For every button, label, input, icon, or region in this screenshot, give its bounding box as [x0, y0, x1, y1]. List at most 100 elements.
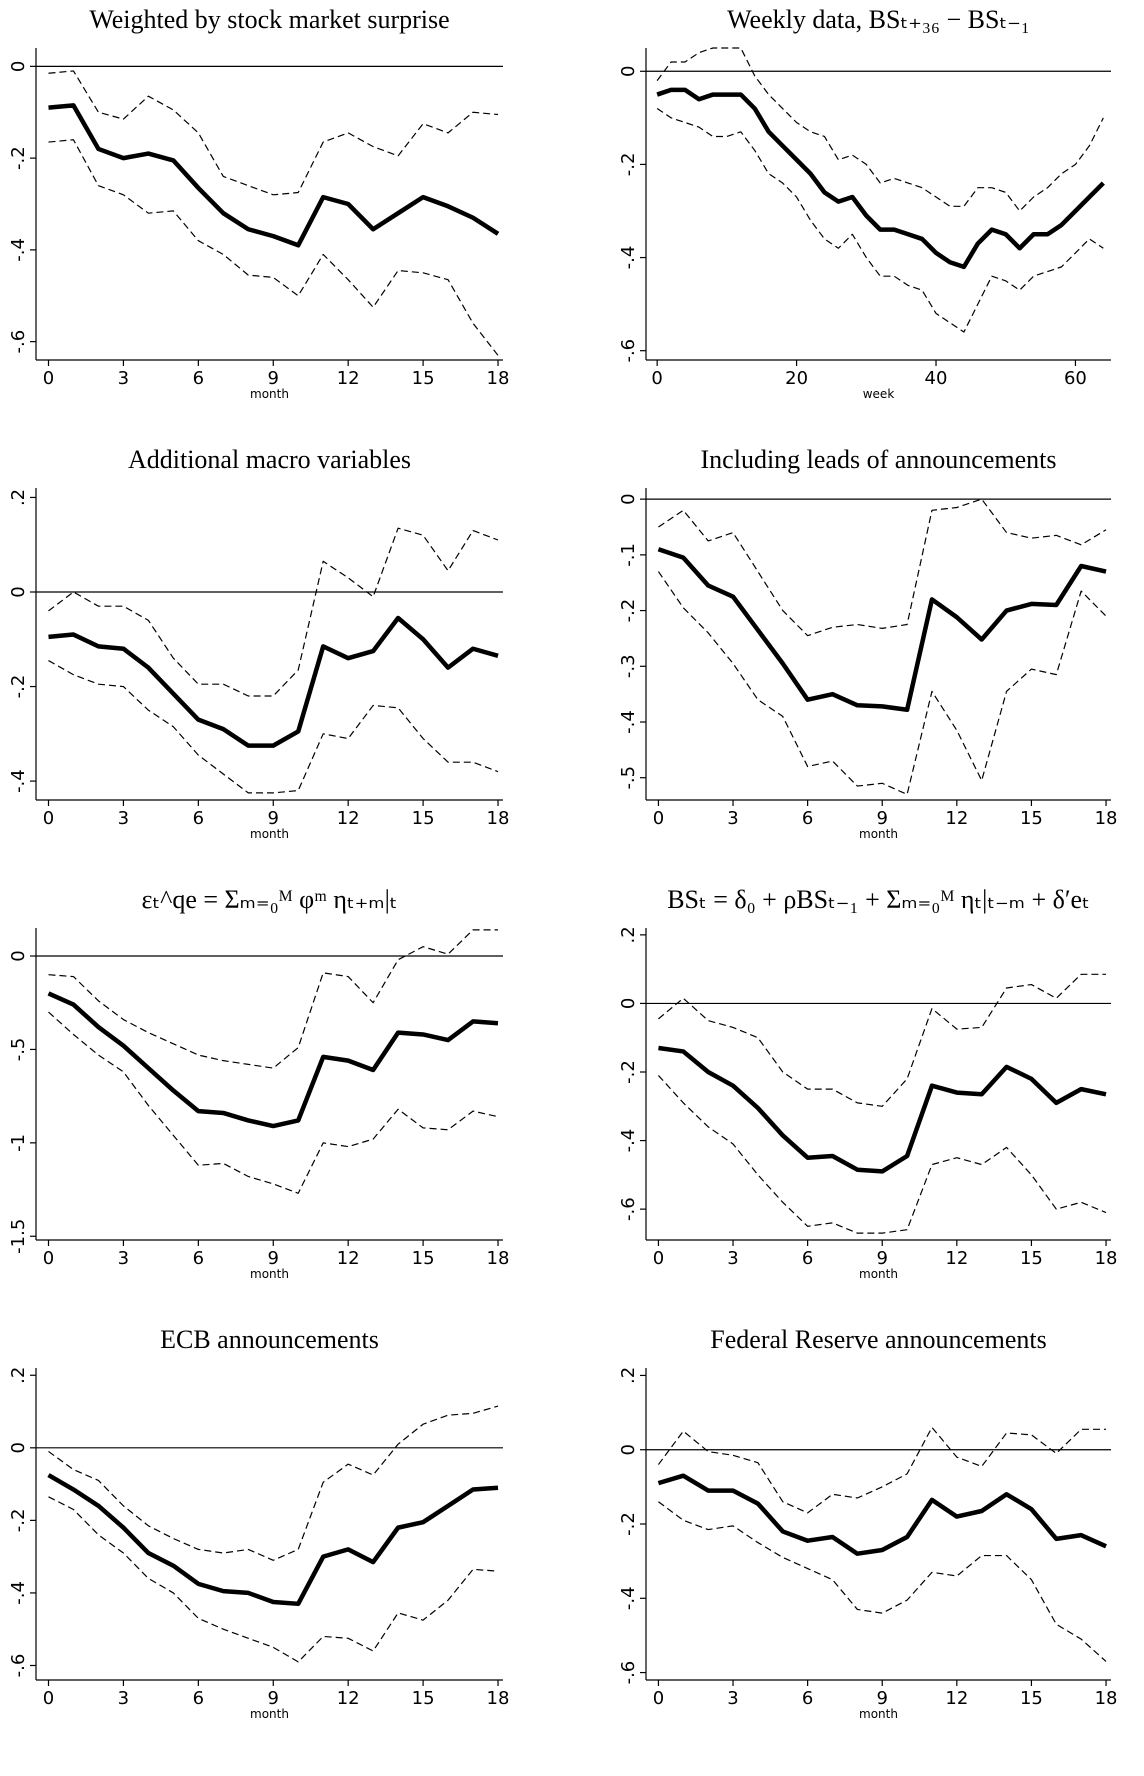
confidence-band-line — [656, 108, 1104, 333]
confidence-band-line — [657, 571, 1107, 796]
y-tick-label: 0 — [618, 66, 639, 77]
x-tick-label: 0 — [43, 368, 54, 389]
x-tick-label: 15 — [1020, 1688, 1043, 1709]
x-tick-label: 6 — [802, 1688, 813, 1709]
x-tick-label: 18 — [487, 1688, 510, 1709]
x-tick-label: 3 — [727, 808, 738, 829]
confidence-band-line — [657, 1075, 1107, 1234]
x-tick-label: 15 — [412, 1688, 435, 1709]
estimate-line — [656, 87, 1105, 270]
x-tick-label: 0 — [43, 808, 54, 829]
y-tick-label: -1.5 — [8, 1219, 29, 1254]
x-tick-label: 0 — [653, 1688, 664, 1709]
x-tick-label: 15 — [412, 808, 435, 829]
x-tick-label: 12 — [945, 808, 968, 829]
x-tick-label: 6 — [193, 1248, 204, 1269]
chart-panel: Including leads of announcements 0 -.1 -.2 -… — [618, 445, 1117, 841]
x-tick-label: 20 — [785, 368, 808, 389]
y-tick-label: -.4 — [618, 1129, 639, 1153]
x-tick-label: 9 — [877, 808, 888, 829]
x-tick-label: 12 — [337, 808, 360, 829]
y-tick-label: 0 — [618, 1444, 639, 1455]
confidence-band-line — [48, 1405, 499, 1561]
confidence-band-line — [658, 973, 1107, 1107]
chart-panel: Weighted by stock market surprise 0 -.2 -.4… — [8, 5, 510, 401]
y-tick-label: -.4 — [618, 246, 639, 270]
estimate-line — [657, 1473, 1107, 1556]
confidence-band-line — [48, 929, 499, 1069]
confidence-band-line — [658, 498, 1107, 637]
x-tick-label: 6 — [802, 808, 813, 829]
x-tick-label: 12 — [337, 368, 360, 389]
x-tick-label: 3 — [118, 368, 129, 389]
chart-title: εₜ^qe = Σₘ₌₀ᴹ φᵐ ηₜ₊ₘ|ₜ — [142, 885, 398, 914]
x-tick-label: 18 — [1095, 1688, 1118, 1709]
chart-panel: BSₜ = δ₀ + ρBSₜ₋₁ + Σₘ₌₀ᴹ ηₜ|ₜ₋ₘ + δ′eₜ.… — [618, 885, 1118, 1281]
confidence-band-line — [48, 1011, 499, 1194]
x-tick-label: 6 — [193, 368, 204, 389]
y-tick-label: -.2 — [8, 146, 29, 170]
x-tick-label: 0 — [651, 368, 662, 389]
x-tick-label: 12 — [337, 1688, 360, 1709]
y-tick-label: -.2 — [618, 1512, 639, 1536]
y-tick-label: -.4 — [618, 1586, 639, 1610]
y-tick-label: -.2 — [618, 1060, 639, 1084]
x-axis-label: month — [859, 827, 898, 841]
chart-panel: Additional macro variables .2 0 -.2 -.4 0 3 6 9 1… — [8, 445, 509, 841]
y-tick-label: -.5 — [8, 1038, 29, 1062]
x-tick-label: 18 — [487, 1248, 510, 1269]
confidence-band-line — [48, 139, 499, 356]
chart-title: Federal Reserve announcements — [710, 1325, 1046, 1354]
confidence-band-line — [658, 1501, 1107, 1662]
x-tick-label: 6 — [802, 1248, 813, 1269]
x-axis-label: month — [250, 387, 289, 401]
y-tick-label: -.4 — [8, 238, 29, 262]
y-tick-label: -.6 — [8, 330, 29, 354]
estimate-line — [48, 103, 500, 248]
chart-title: Weekly data, BSₜ₊₃₆ − BSₜ₋₁ — [727, 5, 1030, 34]
y-tick-label: 0 — [8, 1442, 29, 1453]
y-tick-label: -1 — [8, 1134, 29, 1152]
chart-panel: ECB announcements .2 0 -.2 -.4 -.6 0 3 6 9 12 15 18 m… — [8, 1325, 510, 1721]
x-tick-label: 18 — [487, 368, 510, 389]
x-axis-label: month — [859, 1707, 898, 1721]
y-tick-label: -.4 — [8, 769, 29, 793]
y-tick-label: 0 — [8, 586, 29, 597]
x-tick-label: 3 — [727, 1248, 738, 1269]
confidence-band-line — [48, 1496, 499, 1663]
y-tick-label: -.6 — [618, 339, 639, 363]
x-axis-label: month — [250, 1267, 289, 1281]
y-tick-label: -.4 — [8, 1581, 29, 1605]
x-tick-label: 9 — [268, 1688, 279, 1709]
y-tick-label: 0 — [618, 998, 639, 1009]
confidence-band-line — [656, 47, 1104, 212]
x-tick-label: 3 — [118, 1688, 129, 1709]
chart-title: Additional macro variables — [128, 445, 411, 474]
confidence-band-line — [48, 660, 499, 794]
y-tick-label: -.2 — [618, 599, 639, 623]
x-tick-label: 9 — [877, 1688, 888, 1709]
x-tick-label: 15 — [412, 1248, 435, 1269]
x-axis-label: month — [250, 827, 289, 841]
y-tick-label: -.5 — [618, 766, 639, 790]
y-tick-label: -.3 — [618, 654, 639, 678]
x-tick-label: 18 — [1095, 1248, 1118, 1269]
estimate-line — [657, 547, 1107, 712]
x-tick-label: 3 — [727, 1688, 738, 1709]
y-tick-label: 0 — [618, 493, 639, 504]
estimate-line — [48, 615, 499, 748]
y-tick-label: -.2 — [8, 1509, 29, 1533]
estimate-line — [658, 1045, 1107, 1174]
chart-title: Weighted by stock market surprise — [89, 5, 449, 34]
x-tick-label: 12 — [337, 1248, 360, 1269]
y-tick-label: .2 — [8, 1367, 29, 1384]
x-axis-label: month — [250, 1707, 289, 1721]
y-tick-label: -.6 — [8, 1654, 29, 1678]
x-tick-label: 12 — [945, 1248, 968, 1269]
chart-panel: Weekly data, BSₜ₊₃₆ − BSₜ₋₁ 0 -.2 -.4 -.6 0 20… — [618, 5, 1111, 401]
chart-panel: Federal Reserve announcements .2 0 -.2 -.4 -.… — [618, 1325, 1118, 1721]
x-axis-label: month — [859, 1267, 898, 1281]
chart-title: ECB announcements — [160, 1325, 379, 1354]
y-tick-label: 0 — [8, 61, 29, 72]
